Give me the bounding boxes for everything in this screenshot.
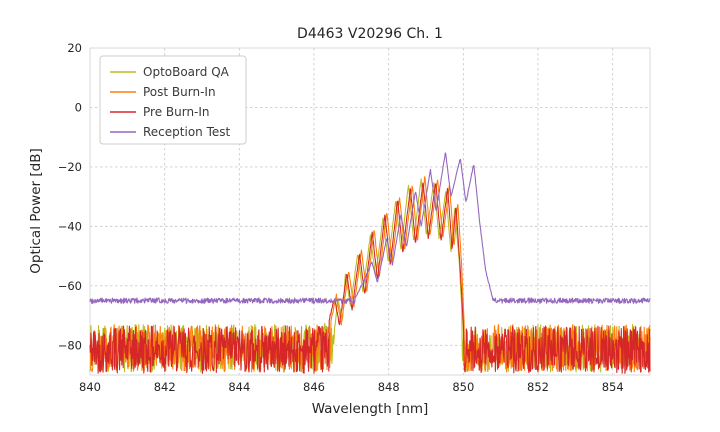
chart-title: D4463 V20296 Ch. 1 (297, 26, 443, 42)
legend-box (99, 55, 247, 145)
x-tick-label: 852 (527, 380, 549, 394)
x-tick-label: 854 (602, 380, 624, 394)
y-axis-label: Optical Power [dB] (28, 148, 44, 274)
legend-label: OptoBoard QA (143, 65, 230, 79)
x-tick-label: 850 (452, 380, 474, 394)
x-tick-label: 842 (154, 380, 176, 394)
legend-label: Pre Burn-In (143, 105, 210, 119)
y-tick-label: −20 (58, 160, 82, 174)
y-tick-label: 0 (75, 100, 82, 114)
y-tick-label: −80 (58, 338, 82, 352)
x-tick-label: 846 (303, 380, 325, 394)
legend: OptoBoard QA Post Burn-In Pre Burn-In Recep… (99, 55, 247, 145)
y-tick-label: −60 (58, 279, 82, 293)
x-tick-label: 844 (228, 380, 250, 394)
y-tick-label: −40 (58, 219, 82, 233)
x-axis-label: Wavelength [nm] (311, 401, 429, 417)
x-tick-label: 848 (378, 380, 400, 394)
series-line-pre-burn-in (89, 182, 651, 374)
axes-border (89, 47, 651, 376)
x-tick-label: 840 (79, 380, 101, 394)
legend-label: Reception Test (143, 125, 231, 139)
y-tick-label: 20 (67, 41, 82, 55)
legend-label: Post Burn-In (143, 85, 216, 99)
series-line-reception-test (89, 152, 651, 304)
